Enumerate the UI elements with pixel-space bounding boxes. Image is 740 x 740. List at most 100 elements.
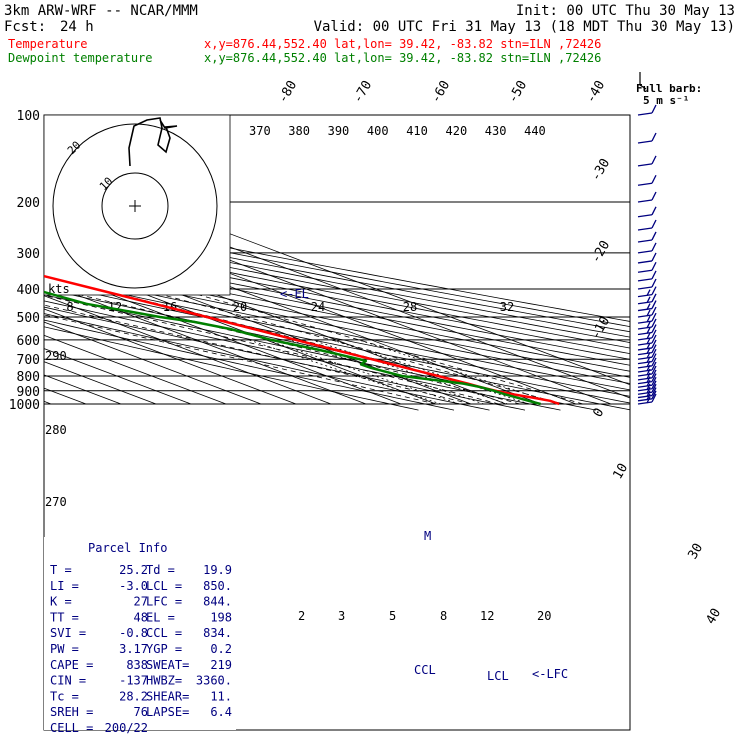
parcel-info-cell: SREH = [50, 705, 93, 719]
parcel-info-cell: -3.0 [119, 579, 148, 593]
parcel-info-cell: -137 [119, 674, 148, 688]
dry-adiabat-line [44, 326, 419, 411]
pressure-tick-label: 400 [17, 283, 40, 298]
parcel-info-cell: 219 [210, 658, 232, 672]
temperature-tick-label: 40 [703, 606, 724, 627]
hodograph-trace [128, 117, 178, 167]
temperature-tick-label: 30 [685, 541, 706, 562]
temperature-tick-label: -80 [275, 78, 300, 106]
parcel-info-cell: T = [50, 563, 72, 577]
init-time: Init: 00 UTC Thu 30 May 13 [516, 3, 735, 19]
isotherm-line [44, 282, 367, 405]
parcel-info-cell: CIN = [50, 674, 86, 688]
parcel-info-cell: 27 [134, 595, 148, 609]
dry-adiabat-line [44, 239, 630, 355]
temperature-tick-label: -60 [428, 78, 453, 106]
wind-barb [637, 293, 657, 305]
dry-adiabat-line [44, 306, 526, 411]
level-annotation: LCL [487, 669, 509, 683]
parcel-info-cell: 3.17 [119, 642, 148, 656]
moist-adiabat-line [44, 264, 563, 405]
parcel-info-cell: K = [50, 595, 72, 609]
pressure-tick-label: 600 [17, 334, 40, 349]
parcel-info-cell: LFC = [146, 595, 182, 609]
theta-label: 400 [367, 124, 389, 138]
wind-barb [637, 206, 657, 218]
dry-adiabat-line [44, 319, 455, 411]
mixing-ratio-label: 8 [440, 609, 447, 623]
theta-label: 380 [288, 124, 310, 138]
level-annotation: M [424, 529, 431, 543]
mixing-ratio-label: 2 [298, 609, 305, 623]
dry-adiabat-line [44, 234, 630, 349]
dry-adiabat-line [44, 300, 561, 411]
parcel-info-cell: 844. [203, 595, 232, 609]
temperature-tick-label: 0 [590, 406, 607, 420]
isotherm-line [44, 308, 297, 405]
mixing-ratio-line [248, 339, 442, 405]
theta-label: 410 [406, 124, 428, 138]
parcel-title: Parcel Info [88, 541, 167, 555]
parcel-info-cell: -0.8 [119, 626, 148, 640]
temperature-tick-label: 10 [610, 461, 631, 482]
temperature-location: x,y=876.44,552.40 lat,lon= 39.42, -83.82… [204, 37, 601, 51]
wind-barb [637, 219, 657, 231]
barb-legend-line1: Full barb: [636, 82, 702, 95]
parcel-info-cell: LAPSE= [146, 705, 189, 719]
moist-adiabat-line [44, 294, 500, 405]
wind-barb [637, 104, 657, 116]
isotherm-line [44, 321, 262, 405]
theta-label: 390 [328, 124, 350, 138]
theta-label: 420 [446, 124, 468, 138]
dry-adiabat-line [44, 276, 630, 397]
parcel-info-cell: 198 [210, 610, 232, 624]
wind-barb [637, 132, 657, 144]
mixing-ratio-label: 5 [389, 609, 396, 623]
dry-adiabat-line [44, 282, 630, 404]
pressure-tick-label: 1000 [9, 398, 40, 413]
mixing-ratio-label: 20 [537, 609, 551, 623]
valid-time: Valid: 00 UTC Fri 31 May 13 (18 MDT Thu … [314, 19, 735, 35]
wind-barb [637, 278, 657, 290]
hodograph-ring [101, 172, 169, 240]
theta-label: 290 [45, 349, 67, 363]
temperature-legend: Temperature [8, 37, 87, 51]
pressure-tick-label: 500 [17, 311, 40, 326]
parcel-info-cell: 25.2 [119, 563, 148, 577]
wind-barb [637, 231, 657, 243]
parcel-info-cell: SHEAR= [146, 689, 189, 703]
dry-adiabat-line [44, 288, 630, 411]
dry-adiabat-line [44, 260, 630, 378]
fcst-value: 24 h [60, 19, 94, 35]
parcel-info-cell: 834. [203, 626, 232, 640]
parcel-info-cell: 6.4 [210, 705, 232, 719]
parcel-info-cell: HWBZ= [146, 674, 182, 688]
wind-barb [637, 270, 657, 282]
mixing-ratio-line [358, 339, 558, 405]
parcel-info-cell: Tc = [50, 689, 79, 703]
parcel-info-cell: EL = [146, 610, 175, 624]
wind-barb [637, 174, 657, 186]
wind-barb [637, 242, 657, 254]
parcel-info-cell: 48 [134, 610, 148, 624]
parcel-info-cell: 850. [203, 579, 232, 593]
wind-barb [637, 300, 657, 312]
temperature-tick-label: -70 [350, 78, 375, 106]
temperature-tick-label: -40 [583, 78, 608, 106]
parcel-info-cell: TT = [50, 610, 79, 624]
parcel-info-cell: CCL = [146, 626, 182, 640]
parcel-info-cell: 19.9 [203, 563, 232, 577]
wind-barb [637, 306, 657, 318]
theta-label: 280 [45, 423, 67, 437]
mixing-ratio-label: 12 [480, 609, 494, 623]
temperature-tick-label: -10 [588, 314, 613, 342]
parcel-info-cell: LI = [50, 579, 79, 593]
hodograph-speed-label: 28 [403, 300, 417, 314]
temperature-tick-label: -30 [588, 156, 613, 184]
pressure-tick-label: 300 [17, 247, 40, 262]
dry-adiabat-line [44, 249, 630, 366]
pressure-tick-label: 200 [17, 196, 40, 211]
mixing-ratio-label: 3 [338, 609, 345, 623]
level-annotation: <-EL [280, 287, 309, 301]
fcst-label: Fcst: [4, 19, 46, 35]
